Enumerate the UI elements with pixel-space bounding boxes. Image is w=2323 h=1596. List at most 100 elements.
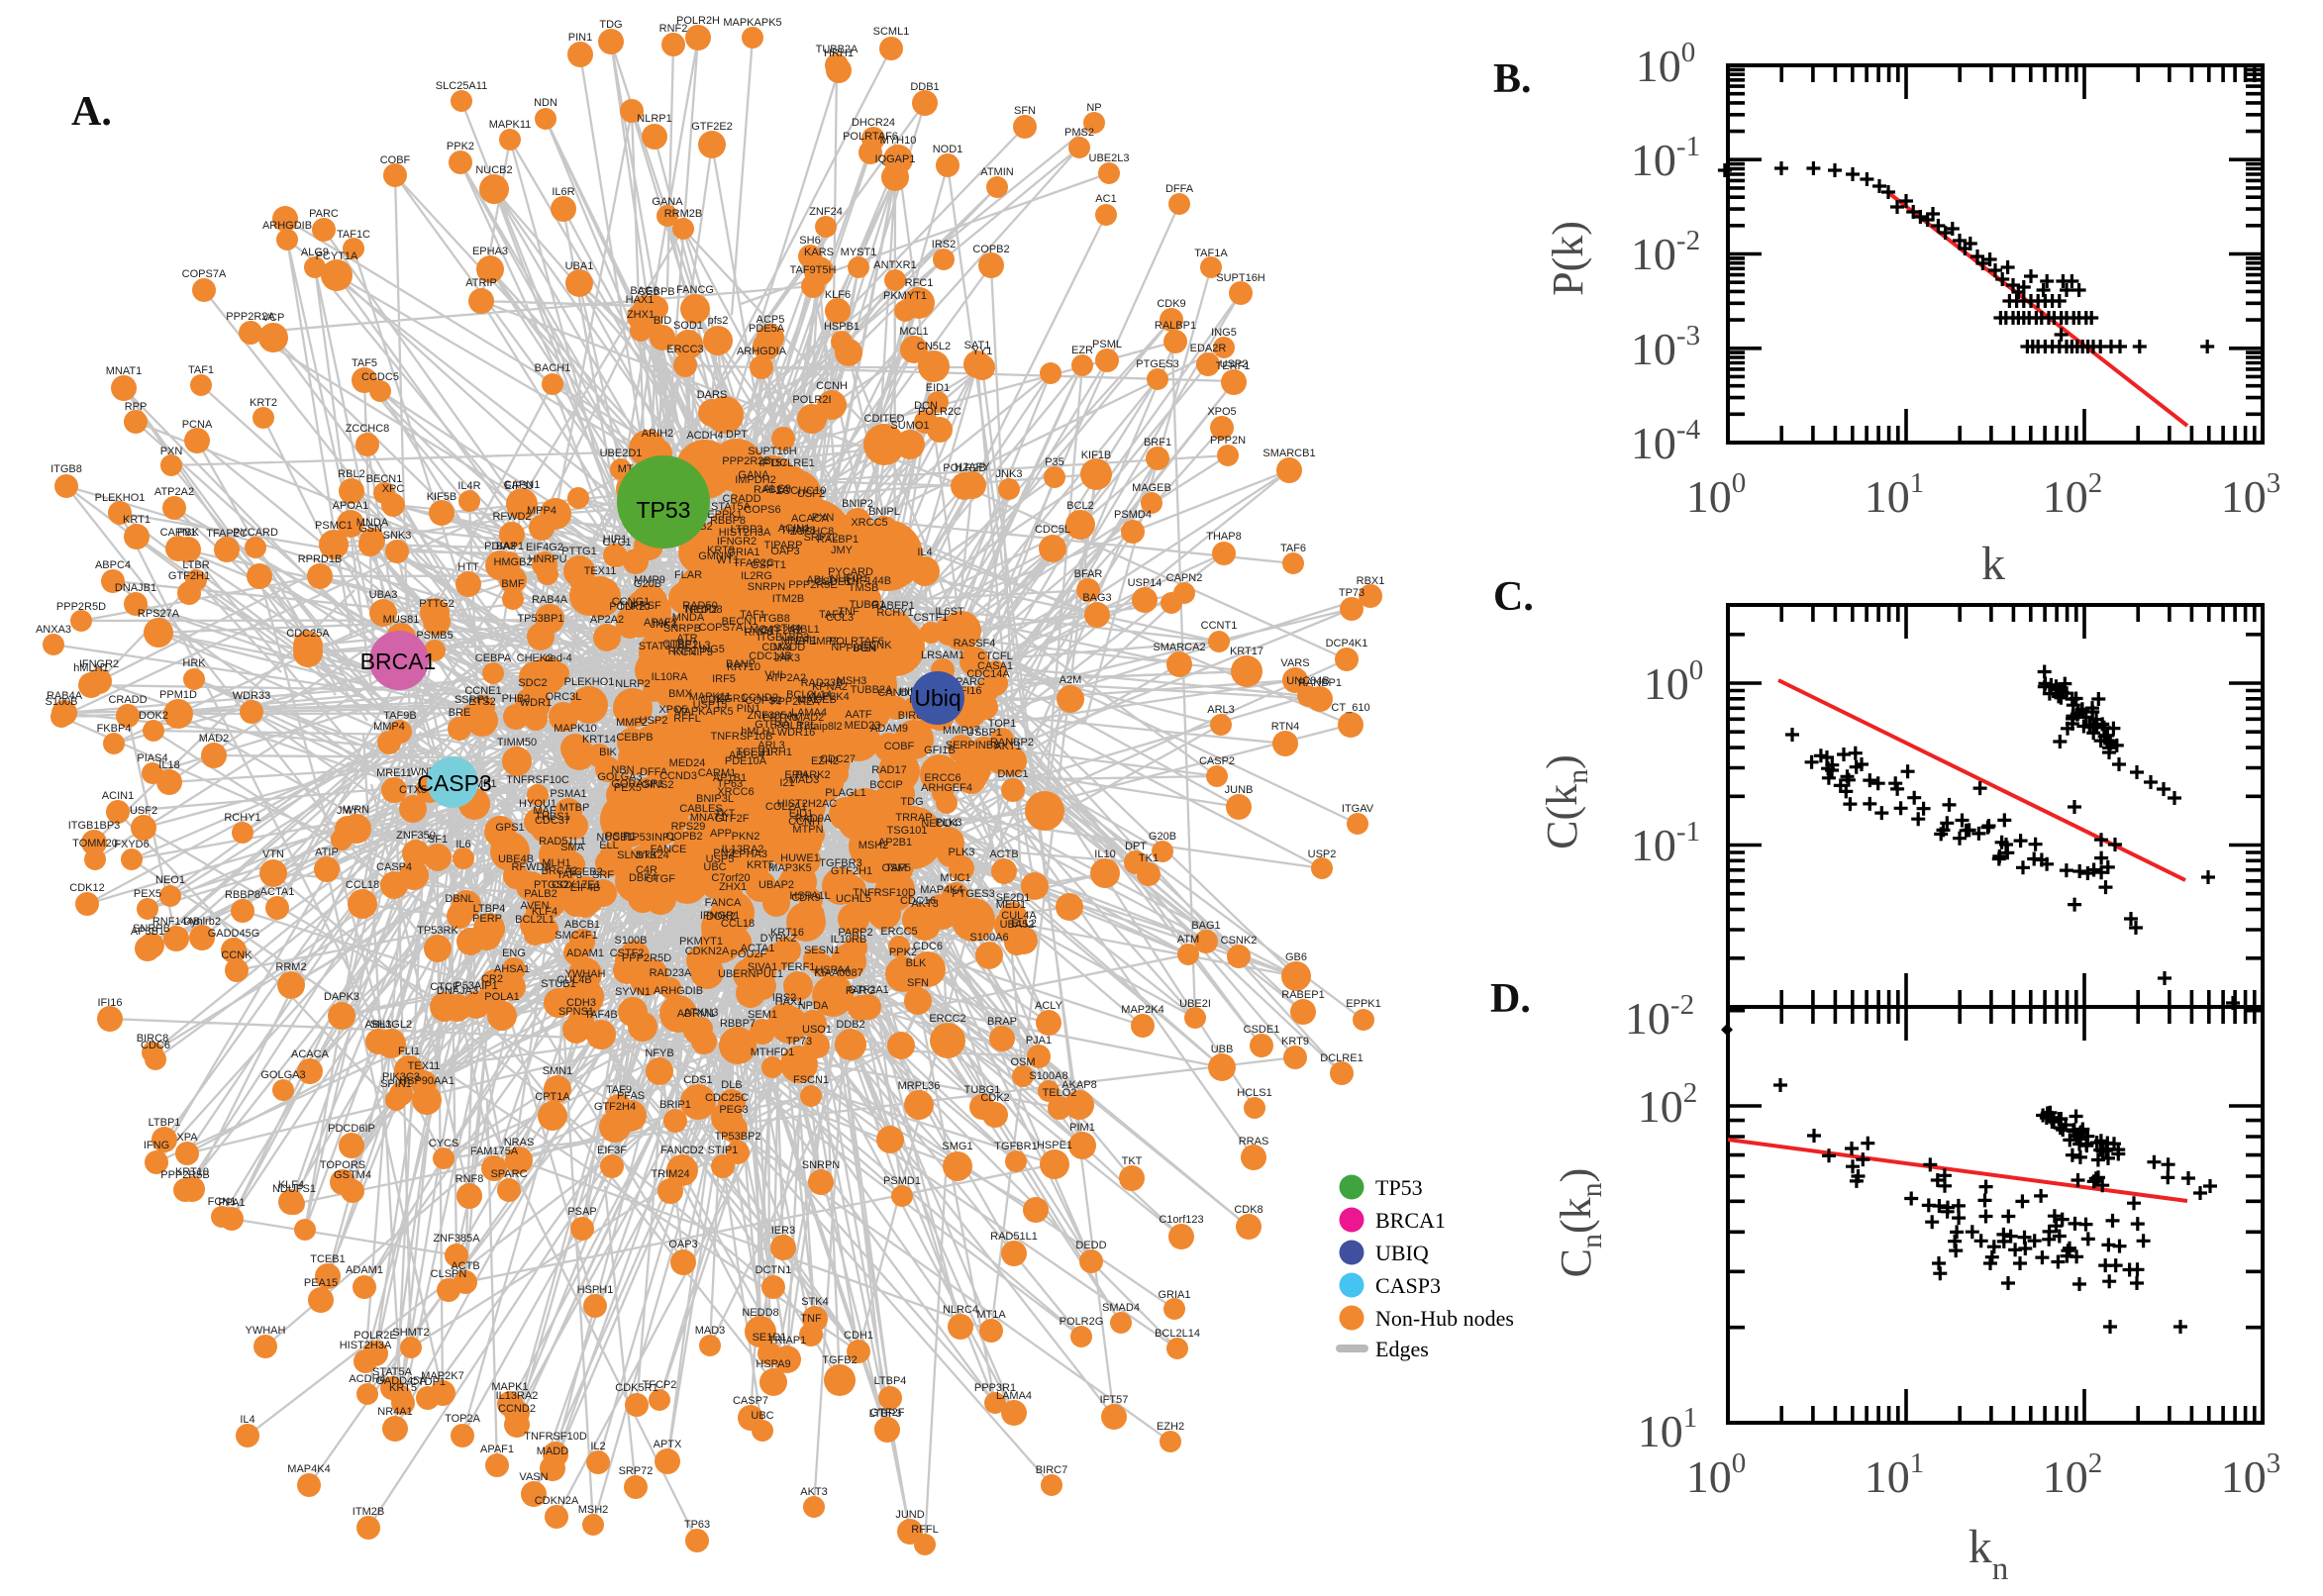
svg-text:RBL1: RBL1: [792, 624, 820, 636]
svg-text:DPT: DPT: [726, 429, 748, 441]
svg-text:IFNG: IFNG: [144, 1140, 169, 1151]
svg-text:CEBPA: CEBPA: [475, 652, 512, 664]
svg-text:ACTA1: ACTA1: [260, 886, 295, 898]
svg-text:RBL2: RBL2: [338, 468, 365, 480]
svg-text:STK4: STK4: [801, 1296, 829, 1308]
svg-text:CRADD: CRADD: [108, 694, 147, 706]
svg-text:CTX5: CTX5: [399, 784, 427, 796]
svg-text:LTBP3: LTBP3: [869, 1408, 902, 1420]
svg-text:SLNtrk3: SLNtrk3: [617, 849, 656, 861]
svg-text:ADAM1: ADAM1: [566, 948, 604, 959]
svg-text:RFWD3: RFWD3: [511, 861, 550, 873]
svg-text:POLR2H: POLR2H: [676, 15, 720, 27]
svg-text:MRE11: MRE11: [376, 767, 412, 779]
svg-text:PPP2R5D: PPP2R5D: [56, 601, 106, 613]
svg-text:EIF4G2: EIF4G2: [526, 542, 563, 553]
svg-text:RANBP1: RANBP1: [1298, 677, 1342, 689]
svg-text:ARL3: ARL3: [1207, 704, 1235, 716]
svg-text:Non-Hub nodes: Non-Hub nodes: [1375, 1306, 1514, 1331]
svg-text:GB6: GB6: [1285, 951, 1307, 963]
svg-text:PARC: PARC: [956, 676, 985, 688]
svg-text:C1orf123: C1orf123: [1159, 1214, 1203, 1226]
svg-text:SFN: SFN: [1014, 105, 1036, 117]
svg-text:FKBP4: FKBP4: [97, 723, 132, 735]
svg-text:TKT: TKT: [1122, 1155, 1143, 1167]
svg-text:NLRP2: NLRP2: [615, 678, 650, 690]
svg-text:MED23: MED23: [845, 720, 881, 732]
svg-text:TAF9: TAF9: [606, 1084, 632, 1096]
svg-text:PTTG1: PTTG1: [561, 546, 596, 557]
svg-text:NPDA: NPDA: [798, 1000, 829, 1012]
svg-text:MAPK10: MAPK10: [554, 723, 596, 735]
svg-text:NBN: NBN: [611, 764, 634, 776]
svg-text:GANA: GANA: [652, 196, 683, 208]
svg-text:HRH1: HRH1: [824, 48, 854, 59]
svg-text:KCNIP3: KCNIP3: [673, 647, 713, 658]
svg-text:COPS6: COPS6: [744, 504, 780, 516]
svg-text:CTBP1: CTBP1: [662, 639, 697, 650]
svg-text:ATP2A2: ATP2A2: [154, 486, 194, 498]
svg-text:CASP7: CASP7: [733, 1395, 768, 1407]
svg-text:RNF2: RNF2: [659, 23, 688, 35]
svg-text:CCND2: CCND2: [741, 692, 778, 704]
svg-text:BNIP2: BNIP2: [842, 498, 873, 510]
svg-text:KARS: KARS: [804, 247, 834, 258]
svg-text:UBA3: UBA3: [369, 589, 398, 601]
svg-text:C.: C.: [1493, 574, 1534, 620]
svg-text:LTBP4: LTBP4: [473, 903, 506, 915]
svg-text:JNK3: JNK3: [996, 468, 1023, 480]
svg-text:HAX1: HAX1: [626, 294, 655, 306]
svg-text:PLEKHO1: PLEKHO1: [95, 492, 146, 504]
svg-text:PHB2: PHB2: [502, 693, 531, 705]
svg-text:SMARCA2: SMARCA2: [1153, 642, 1205, 653]
svg-text:ACIN1: ACIN1: [778, 523, 810, 535]
svg-text:VASN: VASN: [519, 1471, 548, 1483]
svg-text:DCP4K1: DCP4K1: [1326, 638, 1368, 649]
svg-text:RNF2: RNF2: [668, 646, 697, 657]
svg-text:C(kn): C(kn): [1538, 754, 1594, 849]
svg-text:PPP3R1: PPP3R1: [974, 1382, 1016, 1394]
svg-text:KRT5: KRT5: [389, 1382, 417, 1394]
svg-text:MAP2K4: MAP2K4: [1121, 1004, 1163, 1016]
svg-text:IL2RG: IL2RG: [741, 570, 772, 582]
svg-text:MAPKAPK5: MAPKAPK5: [674, 706, 733, 718]
svg-text:VARS: VARS: [1280, 657, 1309, 669]
svg-text:TERF1: TERF1: [781, 961, 816, 973]
svg-text:COX17E1: COX17E1: [552, 879, 601, 891]
svg-text:SMC4F1: SMC4F1: [555, 930, 597, 942]
svg-text:AKT1: AKT1: [994, 741, 1022, 752]
svg-text:ADAM1: ADAM1: [346, 1264, 383, 1276]
svg-text:DOK2: DOK2: [139, 710, 168, 722]
svg-text:CASP3: CASP3: [1375, 1273, 1441, 1298]
svg-text:SRP72: SRP72: [619, 1465, 654, 1477]
svg-text:ABCB1: ABCB1: [564, 919, 600, 931]
svg-text:DFFA: DFFA: [1165, 183, 1194, 195]
svg-text:RAD23A: RAD23A: [650, 967, 692, 979]
svg-text:GADD45A: GADD45A: [375, 1375, 427, 1387]
svg-text:ARIH2: ARIH2: [642, 428, 673, 440]
svg-text:CCNE1: CCNE1: [464, 685, 501, 697]
svg-text:MNDA: MNDA: [672, 612, 705, 624]
svg-text:NEDD8: NEDD8: [685, 604, 722, 616]
svg-text:RAB4A: RAB4A: [532, 594, 568, 606]
svg-text:PN2: PN2: [713, 848, 734, 859]
svg-text:PRTN3: PRTN3: [762, 712, 798, 724]
svg-text:PARP2: PARP2: [838, 927, 872, 939]
svg-text:UBIQ: UBIQ: [1375, 1241, 1429, 1265]
svg-text:PEG3: PEG3: [719, 1104, 748, 1116]
svg-text:NFYB: NFYB: [645, 1047, 673, 1059]
svg-text:SE1D1: SE1D1: [753, 1332, 787, 1344]
svg-text:EPPK1: EPPK1: [1346, 998, 1380, 1010]
svg-text:CDK8: CDK8: [1234, 1204, 1262, 1216]
svg-text:SSRP1: SSRP1: [454, 694, 490, 706]
svg-text:MED24: MED24: [669, 757, 706, 769]
svg-text:MSH3: MSH3: [837, 675, 867, 687]
svg-text:CDS1: CDS1: [683, 1074, 712, 1086]
svg-text:KRT9: KRT9: [1281, 1036, 1309, 1047]
svg-text:PTGES3: PTGES3: [952, 888, 994, 900]
svg-text:KRT10: KRT10: [727, 661, 760, 673]
svg-text:LTBP4: LTBP4: [874, 1375, 907, 1387]
svg-text:ITGB8: ITGB8: [758, 613, 790, 625]
svg-text:ZHX1: ZHX1: [627, 309, 655, 321]
svg-text:CUL4A: CUL4A: [1001, 910, 1037, 922]
